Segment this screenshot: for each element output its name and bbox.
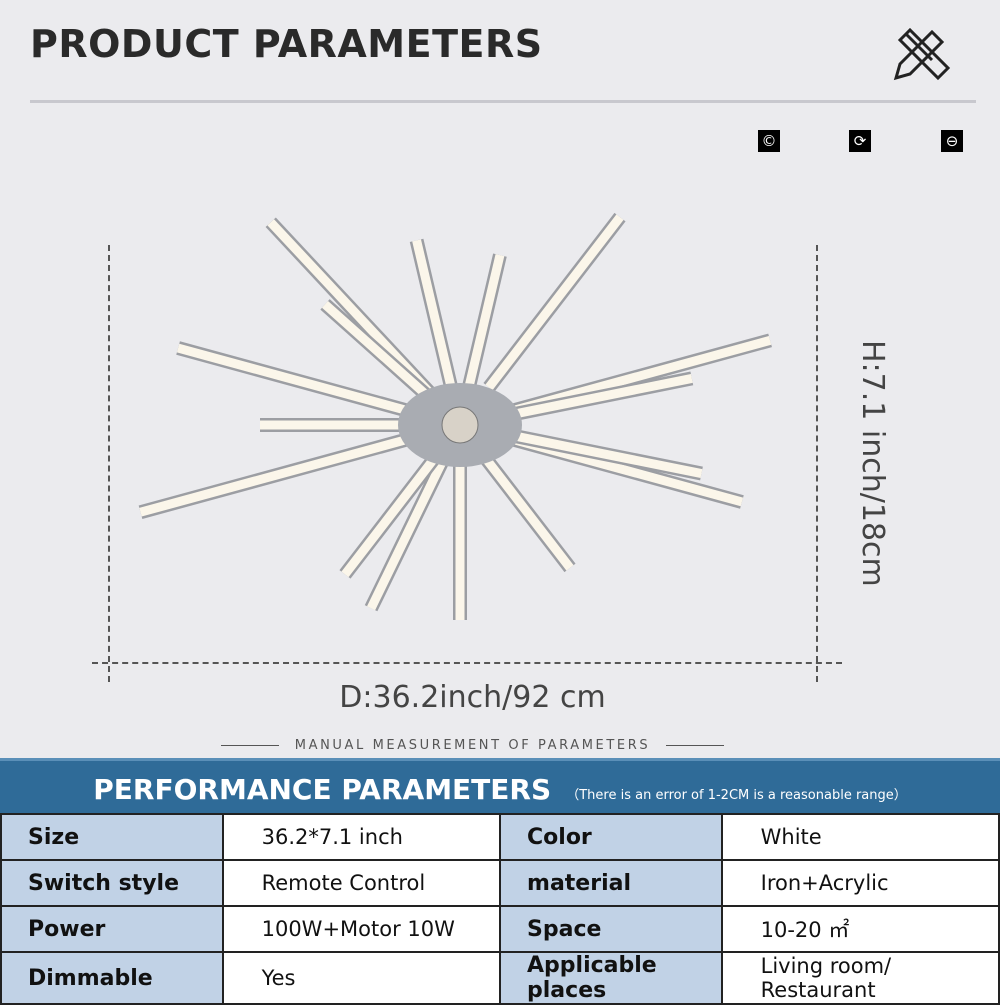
param-value: 10-20 ㎡ [720, 905, 1000, 953]
ceiling-fan-image [138, 212, 772, 620]
fan-arm [267, 219, 434, 397]
height-label: H:7.1 inch/18cm [855, 340, 890, 587]
minus-circle-icon: ⊖ [941, 130, 963, 152]
dimension-line-left [108, 245, 110, 682]
fan-arm [322, 300, 431, 400]
param-value: Iron+Acrylic [720, 859, 1000, 907]
fan-arm [476, 448, 574, 571]
page-title: PRODUCT PARAMETERS [30, 22, 543, 66]
table-row: Size 36.2*7.1 inch Color White [0, 813, 1000, 861]
fan-motor [441, 406, 479, 444]
param-value: White [720, 813, 1000, 861]
param-label: Dimmable [0, 951, 224, 1005]
parameters-table: Size 36.2*7.1 inch Color White Switch style R… [0, 813, 1000, 1005]
performance-title: PERFORMANCE PARAMETERS [93, 773, 552, 806]
performance-note: （There is an error of 1-2CM is a reasona… [566, 788, 907, 803]
param-label: Power [0, 905, 224, 953]
param-label: material [499, 859, 723, 907]
fan-arm [139, 432, 417, 517]
measurement-note: MANUAL MEASUREMENT OF PARAMETERS [0, 738, 945, 753]
performance-header: PERFORMANCE PARAMETERS （There is an erro… [0, 758, 1000, 813]
param-label: Applicable places [499, 951, 723, 1005]
fan-arm [176, 343, 418, 418]
param-value: Remote Control [221, 859, 502, 907]
param-label: Space [499, 905, 723, 953]
refresh-icon: ⟳ [849, 130, 871, 152]
fan-arm [485, 214, 624, 391]
table-row: Switch style Remote Control material Iron+A… [0, 859, 1000, 907]
dimension-line-bottom [92, 662, 842, 664]
param-label: Color [499, 813, 723, 861]
fan-arm [341, 451, 442, 578]
param-label: Size [0, 813, 224, 861]
diameter-label: D:36.2inch/92 cm [339, 680, 606, 715]
fan-arm [512, 431, 703, 478]
fan-arm [412, 239, 457, 393]
copyright-icon: © [758, 130, 780, 152]
fan-arm [367, 459, 447, 611]
param-value: Yes [221, 951, 502, 1005]
header-divider [30, 100, 976, 103]
param-value: Living room/ Restaurant [720, 951, 1000, 1005]
param-value: 36.2*7.1 inch [221, 813, 502, 861]
table-row: Power 100W+Motor 10W Space 10-20 ㎡ [0, 905, 1000, 953]
ruler-pencil-icon [893, 27, 951, 81]
fan-arm [463, 254, 505, 394]
dimension-line-right [816, 245, 818, 682]
table-row: Dimmable Yes Applicable places Living room/… [0, 951, 1000, 1005]
fan-arm [506, 374, 693, 420]
param-value: 100W+Motor 10W [221, 905, 502, 953]
param-label: Switch style [0, 859, 224, 907]
